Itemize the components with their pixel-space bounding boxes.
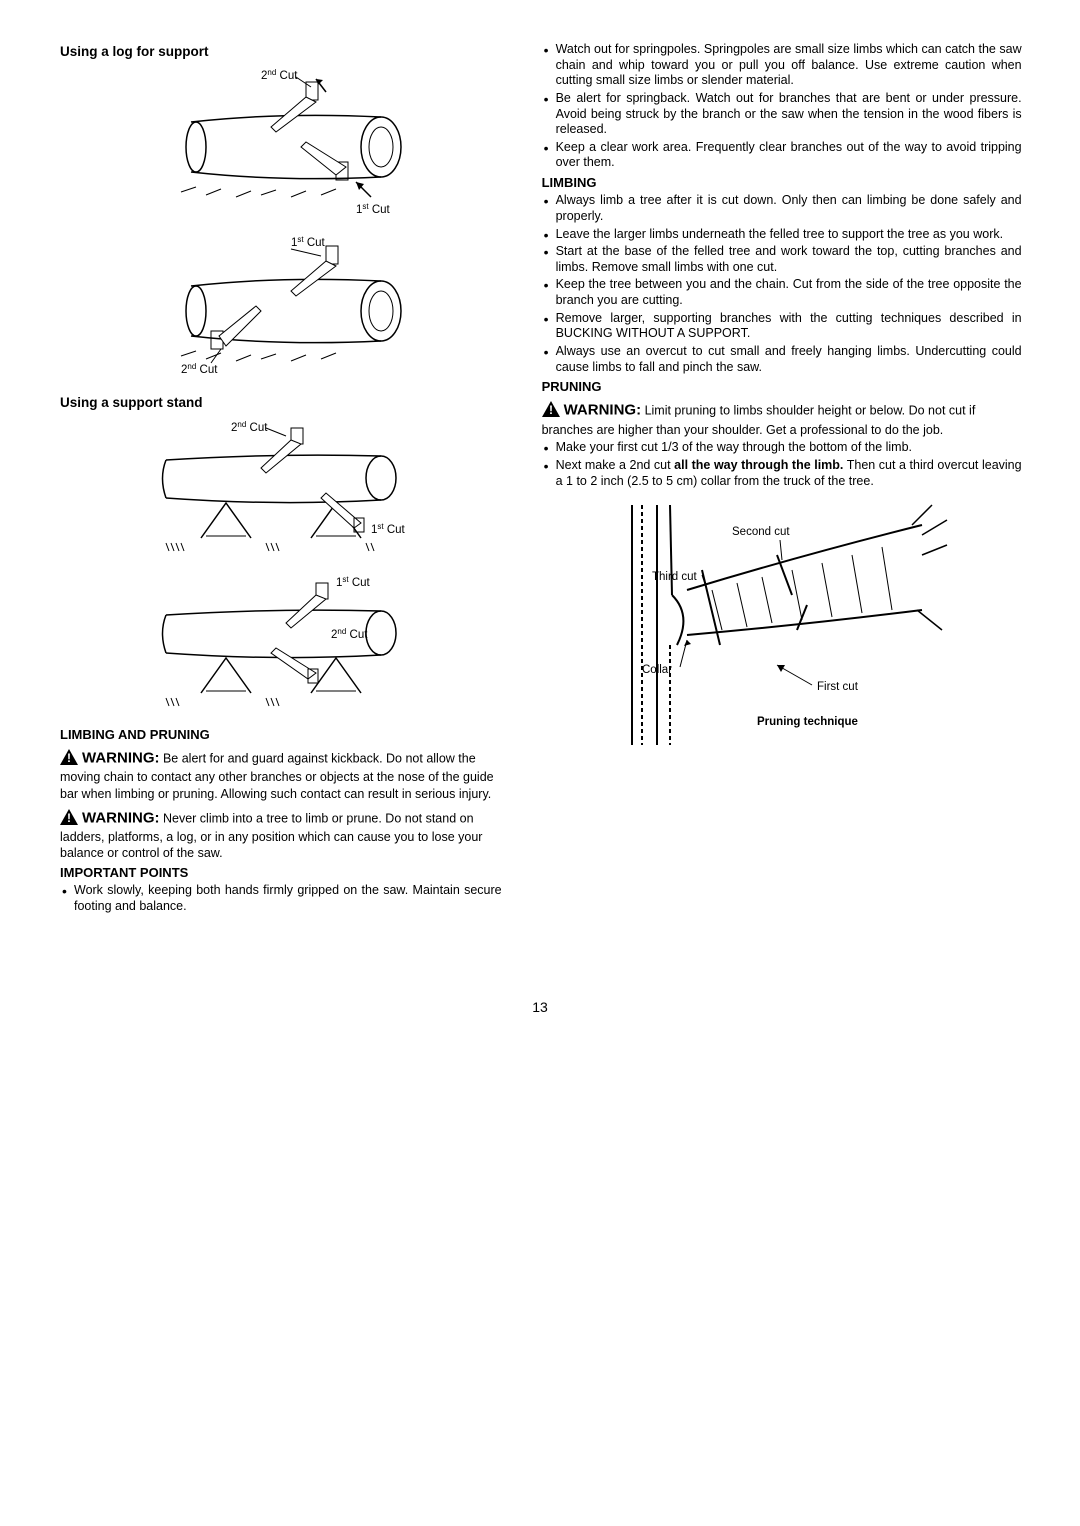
fig3-cut2-label: 2nd Cut [231, 420, 268, 435]
svg-text:!: ! [67, 751, 71, 765]
warning-icon: ! [60, 809, 78, 829]
fig4-cut2-label: 2nd Cut [331, 626, 368, 641]
label-pruning-technique: Pruning technique [757, 716, 858, 728]
list-item: Keep a clear work area. Frequently clear… [542, 140, 1022, 171]
warning-3: ! WARNING: Limit pruning to limbs should… [542, 401, 1022, 438]
label-collar: Collar [642, 664, 672, 676]
fig-log-2: 1st Cut 2nd Cut [60, 231, 502, 385]
fig-pruning: Second cut Third cut Collar First cut Pr… [542, 495, 1022, 759]
list-item: Start at the base of the felled tree and… [542, 244, 1022, 275]
warning-1-label: WARNING: [82, 750, 160, 767]
fig2-cut1-label: 1st Cut [291, 235, 326, 250]
warning-2-label: WARNING: [82, 809, 160, 826]
fig4-cut1-label: 1st Cut [336, 574, 371, 589]
fig1-cut1-label: 1st Cut [356, 201, 391, 216]
label-third-cut: Third cut [652, 571, 698, 583]
list-item: Always limb a tree after it is cut down.… [542, 193, 1022, 224]
list-item: Next make a 2nd cut all the way through … [542, 458, 1022, 489]
list-important-points-right: Watch out for springpoles. Springpoles a… [542, 42, 1022, 171]
label-first-cut: First cut [817, 681, 859, 693]
list-item: Remove larger, supporting branches with … [542, 311, 1022, 342]
list-important-points-left: Work slowly, keeping both hands firmly g… [60, 883, 502, 914]
fig2-cut2-label: 2nd Cut [181, 362, 218, 377]
heading-limbing: LIMBING [542, 175, 1022, 191]
svg-text:!: ! [67, 811, 71, 825]
title-using-stand: Using a support stand [60, 395, 502, 412]
list-item: Make your first cut 1/3 of the way throu… [542, 440, 1022, 456]
warning-3-label: WARNING: [564, 402, 642, 419]
warning-2: ! WARNING: Never climb into a tree to li… [60, 809, 502, 863]
list-item: Watch out for springpoles. Springpoles a… [542, 42, 1022, 89]
list-item: Leave the larger limbs underneath the fe… [542, 227, 1022, 243]
page-number: 13 [60, 999, 1020, 1017]
label-second-cut: Second cut [732, 526, 790, 538]
fig3-cut1-label: 1st Cut [371, 522, 406, 537]
fig-stand-1: 2nd Cut 1st Cut [60, 418, 502, 562]
fig1-cut2-label: 2nd Cut [261, 67, 298, 82]
fig-log-1: 2nd Cut 1st Cut [60, 67, 502, 221]
warning-icon: ! [542, 401, 560, 421]
list-limbing: Always limb a tree after it is cut down.… [542, 193, 1022, 375]
svg-text:!: ! [549, 403, 553, 417]
heading-limbing-pruning: LIMBING AND PRUNING [60, 727, 502, 743]
heading-important-points: IMPORTANT POINTS [60, 865, 502, 881]
list-pruning: Make your first cut 1/3 of the way throu… [542, 440, 1022, 489]
warning-1: ! WARNING: Be alert for and guard agains… [60, 749, 502, 803]
list-item: Be alert for springback. Watch out for b… [542, 91, 1022, 138]
fig-stand-2: 1st Cut 2nd Cut [60, 573, 502, 717]
heading-pruning: PRUNING [542, 379, 1022, 395]
list-item: Always use an overcut to cut small and f… [542, 344, 1022, 375]
title-using-log: Using a log for support [60, 44, 502, 61]
warning-icon: ! [60, 749, 78, 769]
list-item: Keep the tree between you and the chain.… [542, 277, 1022, 308]
list-item: Work slowly, keeping both hands firmly g… [60, 883, 502, 914]
